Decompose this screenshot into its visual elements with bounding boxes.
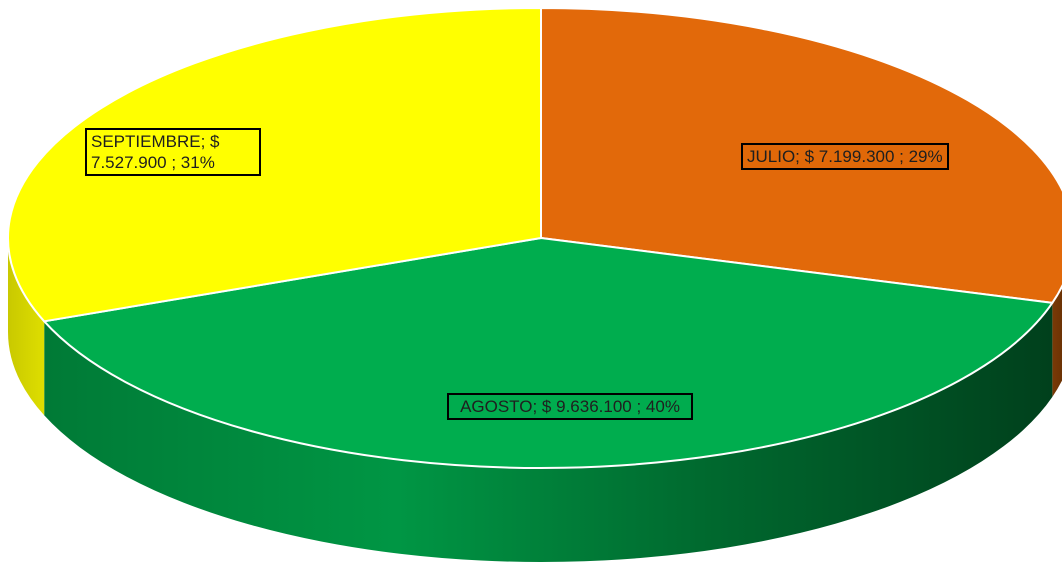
data-label-julio: JULIO; $ 7.199.300 ; 29% [741,143,949,170]
slice-julio-side [1052,286,1062,397]
data-label-agosto: AGOSTO; $ 9.636.100 ; 40% [447,393,693,420]
data-label-septiembre: SEPTIEMBRE; $ 7.527.900 ; 31% [85,128,261,176]
slice-septiembre [7,7,542,323]
slice-agosto-side [44,302,1053,563]
slice-agosto [43,237,1054,469]
